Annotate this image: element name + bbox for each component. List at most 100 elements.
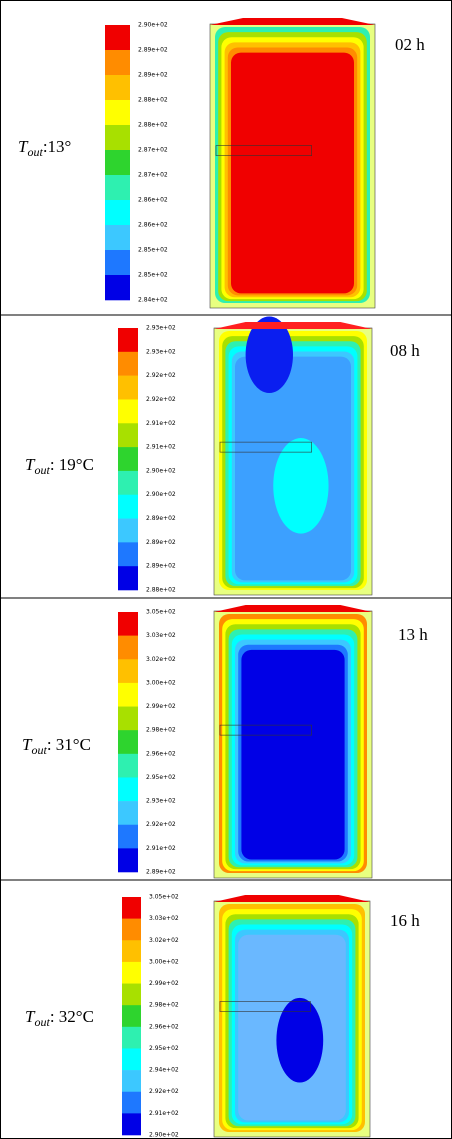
legend-label: 3.02e+02 xyxy=(146,656,176,663)
outdoor-temperature: Tout: 19°C xyxy=(25,455,94,477)
legend-label: 2.90e+02 xyxy=(149,1132,179,1139)
roof xyxy=(214,322,372,329)
legend-label: 2.96e+02 xyxy=(146,750,176,757)
legend-label: 2.98e+02 xyxy=(149,1002,179,1009)
legend-label: 2.85e+02 xyxy=(138,272,168,279)
colorbar-band xyxy=(118,328,138,353)
legend-label: 2.99e+02 xyxy=(149,980,179,987)
symbol: T xyxy=(25,455,36,474)
legend-label: 2.95e+02 xyxy=(146,774,176,781)
subscript: out xyxy=(27,145,43,159)
legend-label: 2.92e+02 xyxy=(146,821,176,828)
legend-label: 2.89e+02 xyxy=(146,515,176,522)
colorbar-band xyxy=(118,518,138,543)
colorbar-band xyxy=(118,542,138,567)
roof xyxy=(214,895,370,902)
suffix: :13° xyxy=(43,137,72,156)
colorbar-band xyxy=(118,566,138,591)
subscript: out xyxy=(34,1015,50,1029)
legend-label: 2.85e+02 xyxy=(138,247,168,254)
colorbar-band xyxy=(105,150,130,176)
legend-label: 2.89e+02 xyxy=(138,72,168,79)
shelf xyxy=(219,441,312,453)
legend-label: 2.84e+02 xyxy=(138,297,168,304)
colorbar-band xyxy=(105,50,130,76)
suffix: : 19°C xyxy=(50,455,94,474)
legend-label: 2.86e+02 xyxy=(138,222,168,229)
legend-label: 2.88e+02 xyxy=(138,97,168,104)
legend-label: 2.96e+02 xyxy=(149,1023,179,1030)
legend-label: 2.95e+02 xyxy=(149,1045,179,1052)
colorbar-band xyxy=(122,1048,141,1071)
outdoor-temperature: Tout: 32°C xyxy=(25,1007,94,1029)
colorbar-band xyxy=(118,399,138,424)
legend-label: 2.92e+02 xyxy=(146,396,176,403)
subscript: out xyxy=(34,463,50,477)
legend-label: 3.00e+02 xyxy=(149,958,179,965)
subscript: out xyxy=(31,743,47,757)
legend-label: 2.90e+02 xyxy=(138,22,168,29)
colorbar-band xyxy=(105,250,130,276)
time-label: 13 h xyxy=(398,625,428,644)
legend-label: 2.92e+02 xyxy=(149,1088,179,1095)
colorbar-band xyxy=(122,983,141,1006)
legend-label: 2.89e+02 xyxy=(138,47,168,54)
legend-label: 2.91e+02 xyxy=(146,420,176,427)
legend-label: 2.91e+02 xyxy=(146,444,176,451)
contour-blob xyxy=(273,438,329,534)
colorbar-band xyxy=(118,447,138,472)
outdoor-temperature: Tout: 31°C xyxy=(22,735,91,757)
legend-label: 3.03e+02 xyxy=(149,915,179,922)
suffix: : 32°C xyxy=(50,1007,94,1026)
colorbar-band xyxy=(118,635,138,660)
colorbar-band xyxy=(118,682,138,707)
colorbar-band xyxy=(122,918,141,941)
legend-label: 2.90e+02 xyxy=(146,491,176,498)
colorbar-band xyxy=(118,801,138,826)
legend-label: 2.91e+02 xyxy=(149,1110,179,1117)
roof xyxy=(210,18,375,25)
legend-label: 3.00e+02 xyxy=(146,679,176,686)
legend-label: 2.99e+02 xyxy=(146,703,176,710)
colorbar-band xyxy=(122,961,141,984)
colorbar-band xyxy=(105,275,130,301)
contour-band xyxy=(231,52,354,294)
legend-label: 2.92e+02 xyxy=(146,372,176,379)
colorbar-band xyxy=(122,1070,141,1093)
legend-label: 2.94e+02 xyxy=(149,1067,179,1074)
colorbar-band xyxy=(105,225,130,251)
colorbar-band xyxy=(105,100,130,126)
legend-label: 2.93e+02 xyxy=(146,798,176,805)
colorbar-band xyxy=(118,753,138,778)
legend-label: 2.90e+02 xyxy=(146,467,176,474)
colorbar-band xyxy=(118,706,138,731)
colorbar-band xyxy=(105,125,130,151)
colorbar-band xyxy=(118,351,138,376)
legend-label: 2.89e+02 xyxy=(146,869,176,876)
legend-label: 2.98e+02 xyxy=(146,727,176,734)
roof xyxy=(214,605,372,612)
colorbar-band xyxy=(118,494,138,519)
legend-label: 2.89e+02 xyxy=(146,539,176,546)
shelf xyxy=(215,145,312,156)
colorbar-band xyxy=(122,940,141,963)
symbol: T xyxy=(25,1007,36,1026)
legend-label: 2.86e+02 xyxy=(138,197,168,204)
legend-label: 3.05e+02 xyxy=(149,894,179,901)
legend-label: 3.02e+02 xyxy=(149,937,179,944)
outdoor-temperature: Tout:13° xyxy=(18,137,71,159)
contour-blob xyxy=(245,316,293,393)
colorbar-band xyxy=(118,848,138,873)
legend-label: 2.91e+02 xyxy=(146,845,176,852)
time-label: 02 h xyxy=(395,35,425,54)
legend-label: 2.93e+02 xyxy=(146,348,176,355)
legend-label: 2.87e+02 xyxy=(138,172,168,179)
legend-label: 2.87e+02 xyxy=(138,147,168,154)
colorbar-band xyxy=(122,1091,141,1114)
legend-label: 2.88e+02 xyxy=(138,122,168,129)
symbol: T xyxy=(22,735,33,754)
colorbar-band xyxy=(118,470,138,496)
colorbar-band xyxy=(105,75,130,101)
colorbar-band xyxy=(122,1113,141,1136)
